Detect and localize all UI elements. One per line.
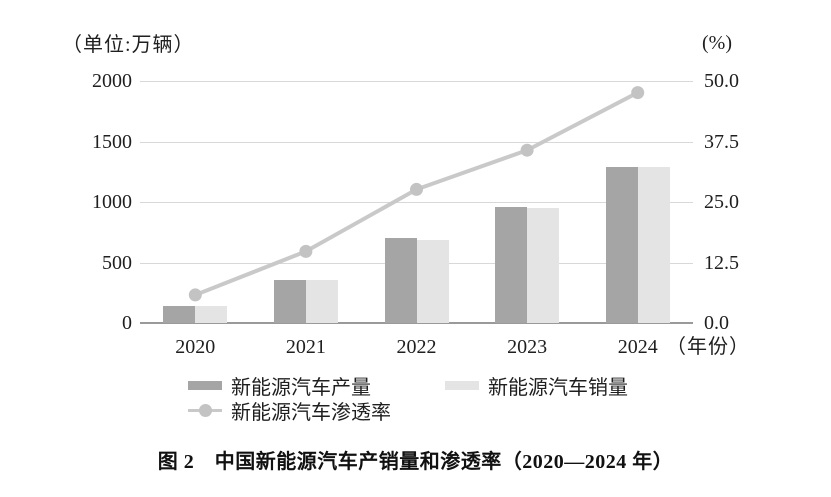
penetration-point-2021 — [299, 244, 313, 258]
penetration-legend-swatch — [188, 404, 222, 417]
x-axis-label-2021: 2021 — [285, 336, 326, 358]
production-legend-label: 新能源汽车产量 — [231, 377, 371, 399]
x-axis-label-2020: 2020 — [175, 336, 216, 358]
right-axis-tick-label: 25.0 — [704, 191, 739, 213]
sales-bar-2023 — [527, 208, 560, 323]
penetration-point-2020 — [188, 288, 202, 302]
penetration-legend-label: 新能源汽车渗透率 — [231, 402, 391, 424]
production-bar-2022 — [384, 237, 417, 323]
penetration-line-layer — [188, 86, 645, 302]
penetration-point-2024 — [631, 86, 645, 100]
legend-item-penetration: 新能源汽车渗透率 — [188, 396, 391, 425]
production-legend-swatch — [188, 381, 222, 390]
right-axis-unit-label: (%) — [702, 32, 732, 54]
legend-item-sales: 新能源汽车销量 — [445, 371, 628, 400]
right-axis-tick-label: 0.0 — [704, 312, 729, 334]
plot-area — [140, 81, 693, 324]
gridline — [140, 141, 693, 143]
figure-caption: 图 2 中国新能源汽车产销量和渗透率（2020—2024 年） — [157, 451, 674, 473]
left-axis-tick-label: 0 — [122, 312, 132, 334]
right-axis-tick-label: 37.5 — [704, 130, 739, 153]
penetration-point-2022 — [410, 182, 423, 196]
left-axis-tick-label: 500 — [102, 251, 132, 274]
gridline — [140, 202, 693, 203]
sales-bar-2024 — [637, 167, 670, 323]
production-bar-2023 — [495, 207, 528, 323]
left-axis-tick-label: 1500 — [92, 130, 132, 153]
gridline — [140, 81, 693, 82]
penetration-point-2023 — [520, 143, 534, 157]
x-axis-suffix-label: （年份） — [666, 336, 750, 358]
x-axis-line — [140, 322, 693, 324]
sales-legend-swatch — [445, 381, 479, 390]
right-axis-tick-label: 12.5 — [704, 251, 739, 274]
sales-bar-2021 — [305, 280, 338, 323]
penetration-legend-dot-icon — [199, 404, 212, 417]
x-axis-label-2024: 2024 — [617, 336, 658, 358]
x-axis-label-2022: 2022 — [396, 336, 437, 358]
legend-item-production: 新能源汽车产量 — [188, 371, 371, 400]
sales-bar-2022 — [416, 239, 449, 323]
production-bar-2021 — [273, 280, 306, 323]
left-axis-tick-label: 2000 — [92, 70, 132, 92]
left-axis-tick-label: 1000 — [92, 191, 132, 213]
production-bar-2020 — [163, 306, 196, 323]
sales-bar-2020 — [195, 306, 228, 323]
x-axis-label-2023: 2023 — [507, 336, 548, 358]
sales-legend-label: 新能源汽车销量 — [488, 377, 628, 399]
right-axis-tick-label: 50.0 — [704, 70, 739, 92]
left-axis-unit-label: （单位:万辆） — [62, 34, 195, 56]
production-bar-2024 — [605, 167, 638, 323]
